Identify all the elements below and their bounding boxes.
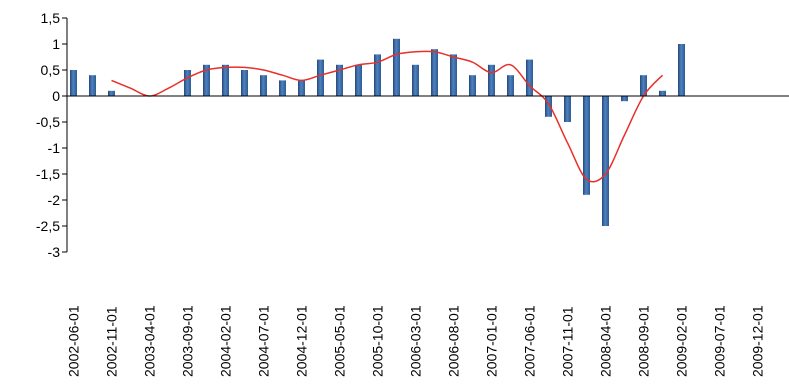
line-series <box>111 50 664 183</box>
x-tick-label: 2003-04-01 <box>142 305 158 377</box>
bar <box>260 75 267 96</box>
x-tick-label: 2006-08-01 <box>446 305 462 377</box>
x-tick-label: 2009-07-01 <box>712 305 728 377</box>
bar <box>317 59 324 96</box>
y-tick-label: 0,5 <box>41 62 61 78</box>
bar <box>431 49 438 96</box>
bar <box>203 64 210 96</box>
bar <box>450 54 457 96</box>
bar <box>412 64 419 96</box>
y-tick-label: -0,5 <box>36 114 60 130</box>
bar <box>298 80 305 96</box>
x-tick-label: 2006-03-01 <box>408 305 424 377</box>
x-tick-label: 2008-04-01 <box>598 305 614 377</box>
y-tick-label: 1 <box>52 36 60 52</box>
x-tick-label: 2009-02-01 <box>674 305 690 377</box>
bar <box>507 75 514 96</box>
y-axis-tick-labels: 1,5 1 0,5 0 -0,5 -1 -1,5 -2 -2,5 -3 <box>36 10 60 260</box>
bar <box>374 54 381 96</box>
bar <box>526 59 533 96</box>
bar <box>336 64 343 96</box>
x-tick-label: 2004-02-01 <box>218 305 234 377</box>
bar <box>393 38 400 96</box>
bar <box>659 90 666 96</box>
x-tick-label: 2008-09-01 <box>636 305 652 377</box>
x-tick-label: 2005-10-01 <box>370 305 386 377</box>
bar <box>678 44 685 96</box>
x-tick-label: 2005-05-01 <box>332 305 348 377</box>
x-tick-label: 2007-06-01 <box>522 305 538 377</box>
bar <box>640 75 647 96</box>
bar <box>279 80 286 96</box>
x-tick-label: 2002-06-01 <box>66 305 82 377</box>
bar <box>184 70 191 96</box>
x-tick-label: 2009-12-01 <box>750 305 766 377</box>
x-axis-tick-labels: 2002-06-01 2002-11-01 2003-04-01 2003-09-01… <box>66 305 766 377</box>
x-tick-label: 2003-09-01 <box>180 305 196 377</box>
y-axis <box>62 17 68 253</box>
bar-series <box>70 38 685 226</box>
y-tick-label: -3 <box>48 244 61 260</box>
x-tick-label: 2002-11-01 <box>104 306 120 377</box>
trend-line <box>111 50 664 183</box>
bar <box>241 70 248 96</box>
bar <box>488 64 495 96</box>
y-tick-label: -1,5 <box>36 166 60 182</box>
y-tick-label: -2,5 <box>36 218 60 234</box>
bar <box>89 75 96 96</box>
bar <box>564 96 571 122</box>
y-tick-label: 1,5 <box>41 10 61 26</box>
bar <box>545 96 552 117</box>
bar <box>222 64 229 96</box>
bar <box>70 70 77 96</box>
y-tick-label: -1 <box>48 140 61 156</box>
bar <box>621 96 628 102</box>
x-tick-label: 2007-01-01 <box>484 305 500 377</box>
y-tick-label: -2 <box>48 192 61 208</box>
bar <box>108 90 115 96</box>
bar <box>469 75 476 96</box>
x-tick-label: 2007-11-01 <box>560 306 576 377</box>
bar <box>602 96 609 226</box>
y-tick-label: 0 <box>52 88 60 104</box>
bar <box>355 64 362 96</box>
x-tick-label: 2004-12-01 <box>294 305 310 377</box>
x-tick-label: 2004-07-01 <box>256 305 272 377</box>
bar <box>583 96 590 195</box>
